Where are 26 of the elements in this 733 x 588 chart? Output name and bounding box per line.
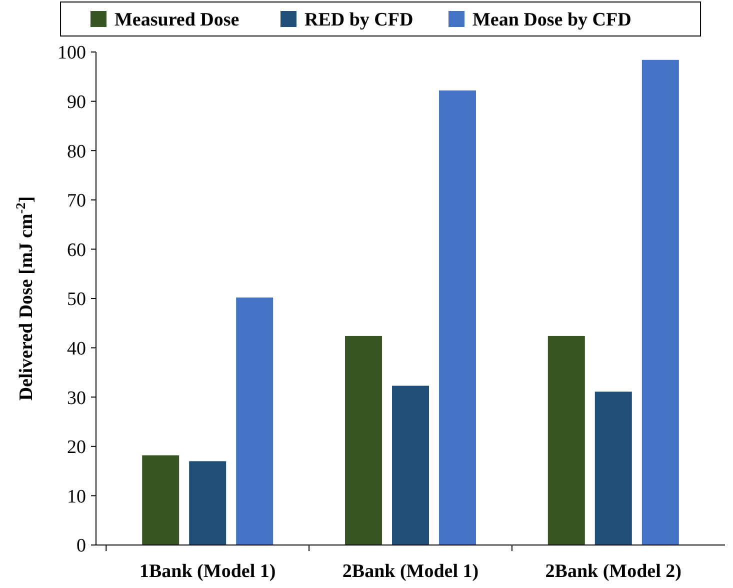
- bar: [236, 298, 274, 545]
- bar: [345, 336, 382, 545]
- y-tick-label: 90: [67, 92, 86, 113]
- y-tick-label: 50: [67, 289, 86, 310]
- y-tick-label: 70: [67, 190, 86, 212]
- legend-label: Mean Dose by CFD: [472, 10, 632, 31]
- bar: [392, 386, 429, 545]
- legend-label: Measured Dose: [114, 10, 240, 31]
- bar: [439, 90, 476, 545]
- y-tick-label: 100: [58, 42, 86, 64]
- y-tick-label: 10: [67, 486, 86, 508]
- y-tick-label: 60: [67, 240, 86, 261]
- bar: [142, 455, 180, 545]
- legend-label: RED by CFD: [304, 10, 414, 31]
- y-tick-label: 0: [76, 536, 86, 557]
- bar: [189, 461, 226, 545]
- y-tick-label: 20: [67, 437, 86, 458]
- y-tick-label: 40: [67, 338, 86, 360]
- x-tick-label: 1Bank (Model 1): [140, 561, 276, 582]
- bar: [642, 60, 679, 545]
- y-tick-label: 80: [67, 141, 86, 162]
- bar: [594, 392, 632, 545]
- x-tick-label: 2Bank (Model 2): [545, 561, 682, 582]
- x-tick-label: 2Bank (Model 1): [342, 561, 479, 582]
- y-tick-label: 30: [67, 388, 86, 409]
- bar: [548, 336, 585, 545]
